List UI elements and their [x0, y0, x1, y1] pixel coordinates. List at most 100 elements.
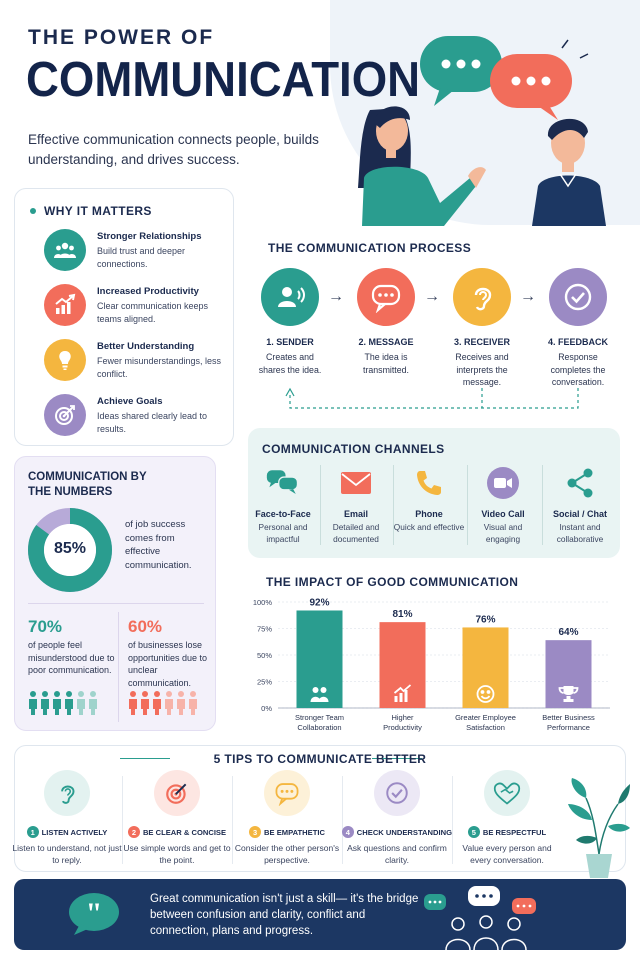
divider [118, 612, 119, 722]
process-step-label: 3. RECEIVER [453, 337, 511, 347]
feedback-loop-arrow [285, 387, 579, 409]
why-item-title: Better Understanding [97, 341, 195, 352]
divider [232, 776, 233, 864]
bar [296, 610, 343, 708]
lightbulb-icon [44, 339, 86, 381]
y-tick-label: 50% [257, 651, 272, 660]
coral-speech-bubble-icon [490, 54, 572, 120]
growth-chart-icon [44, 284, 86, 326]
divider [120, 758, 170, 759]
tips-card [14, 745, 626, 872]
tip-desc: Value every person and every conversatio… [462, 843, 552, 865]
divider [320, 465, 321, 545]
stat-misunderstood-value: 70% [28, 617, 63, 636]
phone-icon [412, 466, 446, 500]
why-item-title: Increased Productivity [97, 286, 199, 297]
bullet-dot [30, 208, 36, 214]
bar-value-label: 81% [392, 609, 412, 620]
channels-title: COMMUNICATION CHANNELS [262, 442, 445, 456]
why-it-matters-title: WHY IT MATTERS [44, 204, 152, 218]
why-item-understanding: Better Understanding Fewer misunderstand… [44, 339, 229, 385]
why-item-desc: Fewer misunderstandings, less conflict. [97, 356, 222, 379]
success-donut-chart [28, 508, 112, 592]
share-icon [563, 466, 597, 500]
page-subtitle: Effective communication connects people,… [28, 132, 319, 167]
divider [452, 776, 453, 864]
check-icon [374, 770, 420, 816]
stat-opportunities-desc: of businesses lose opportunities due to … [128, 640, 208, 688]
numbers-title: COMMUNICATION BY THE NUMBERS [28, 471, 147, 498]
tip-empathetic: 3 BE EMPATHETIC Consider the other person… [232, 770, 342, 866]
channel-phone: Phone Quick and effective [393, 466, 465, 534]
channel-social-chat: Social / Chat Instant and collaborative [544, 466, 616, 545]
team-icon [310, 687, 329, 702]
divider [122, 776, 123, 864]
why-item-goals: Achieve Goals Ideas shared clearly lead … [44, 394, 229, 440]
channel-name: Face-to-Face [255, 509, 311, 519]
tip-title: CHECK UNDERSTANDING [356, 827, 452, 837]
donut-description: of job success comes from effective comm… [125, 519, 192, 571]
bar-value-label: 76% [475, 614, 495, 625]
channel-desc: Quick and effective [393, 522, 465, 532]
why-item-desc: Build trust and deeper connections. [97, 246, 186, 269]
ear-icon [44, 770, 90, 816]
check-icon [549, 268, 607, 326]
impact-chart-title: THE IMPACT OF GOOD COMMUNICATION [266, 575, 519, 589]
bar-value-label: 92% [309, 597, 329, 608]
divider [393, 465, 394, 545]
tip-number: 4 [342, 826, 354, 838]
page-title: COMMUNICATION [26, 53, 421, 107]
tip-desc: Listen to understand, not just to reply. [12, 843, 122, 865]
tip-number: 1 [26, 826, 39, 838]
people-coral-icon [129, 691, 197, 715]
channel-desc: Personal and impactful [258, 522, 308, 544]
channel-name: Social / Chat [552, 509, 607, 519]
tip-title: BE RESPECTFUL [482, 827, 547, 837]
why-item-desc: Clear communication keeps teams aligned. [97, 301, 209, 324]
arrow-right-icon: → [520, 288, 536, 305]
process-step-desc: Response completes the conversation. [550, 352, 606, 387]
plant-icon [568, 778, 630, 878]
divider [467, 465, 468, 545]
team-icon [44, 229, 86, 271]
numbers-card [14, 456, 216, 731]
arrow-right-icon: → [328, 288, 344, 305]
divider [342, 776, 343, 864]
y-tick-label: 75% [257, 625, 272, 634]
woman-figure-icon [358, 106, 486, 226]
tip-title: LISTEN ACTIVELY [41, 827, 108, 837]
category-label: Greater Employee Satisfaction [455, 713, 516, 732]
chat-bubble-icon [357, 268, 415, 326]
trophy-icon [558, 686, 579, 702]
channel-name: Email [343, 509, 368, 519]
impact-bar-chart: 0% 25% 50% 75% 100% 92% Stronger Team Collabora… [253, 597, 610, 732]
tip-number: 5 [467, 826, 480, 838]
tips-title: 5 TIPS TO COMMUNICATE BETTER [213, 752, 427, 766]
y-tick-label: 25% [257, 678, 272, 687]
why-item-title: Achieve Goals [97, 396, 163, 407]
process-step-label: 2. MESSAGE [358, 337, 414, 347]
process-step-desc: Creates and shares the idea. [258, 352, 322, 375]
category-label: Better Business Performance [542, 713, 595, 732]
teal-speech-bubble-icon [420, 36, 502, 106]
category-label: Stronger Team Collaboration [295, 713, 344, 732]
y-tick-label: 0% [261, 704, 272, 713]
category-label: Higher Productivity [383, 713, 422, 732]
channel-desc: Detailed and documented [332, 522, 380, 544]
tip-check-understanding: 4 CHECK UNDERSTANDING Ask questions and c… [342, 770, 452, 866]
tip-title: BE EMPATHETIC [264, 827, 325, 837]
man-figure-icon [532, 118, 606, 226]
channel-email: Email Detailed and documented [320, 466, 392, 545]
process-title: THE COMMUNICATION PROCESS [268, 241, 472, 255]
why-item-relationships: Stronger Relationships Build trust and d… [44, 229, 229, 275]
quote-bubble-icon: " [69, 893, 119, 935]
tip-title: BE CLEAR & CONCISE [142, 827, 227, 837]
chat-bubble-icon [264, 770, 310, 816]
arrow-right-icon: → [424, 288, 440, 305]
smile-icon [476, 685, 495, 703]
process-step-desc: Receives and interprets the message. [455, 352, 509, 387]
stat-misunderstood-desc: of people feel misunderstood due to poor… [28, 640, 115, 675]
process-step-label: 1. SENDER [266, 337, 314, 347]
y-tick-label: 100% [253, 598, 273, 607]
tip-number: 3 [249, 826, 262, 838]
